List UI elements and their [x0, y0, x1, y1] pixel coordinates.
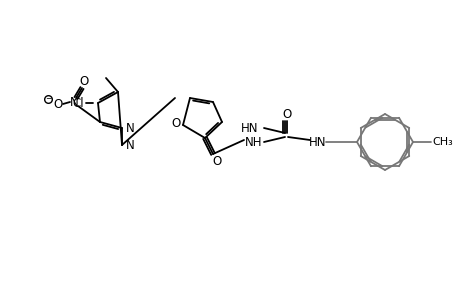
Text: CH₃: CH₃	[431, 137, 453, 147]
Text: O: O	[171, 116, 180, 130]
Text: N: N	[69, 95, 78, 109]
Text: O: O	[53, 98, 62, 110]
Text: O: O	[282, 107, 291, 121]
Text: O: O	[79, 74, 89, 88]
Text: NH: NH	[245, 136, 262, 148]
Text: O: O	[212, 154, 221, 167]
Text: HN: HN	[308, 136, 326, 148]
Text: N: N	[125, 139, 134, 152]
Text: Cl: Cl	[72, 97, 84, 110]
Text: HN: HN	[241, 122, 258, 134]
Text: −: −	[45, 94, 51, 103]
Text: N: N	[125, 122, 134, 134]
